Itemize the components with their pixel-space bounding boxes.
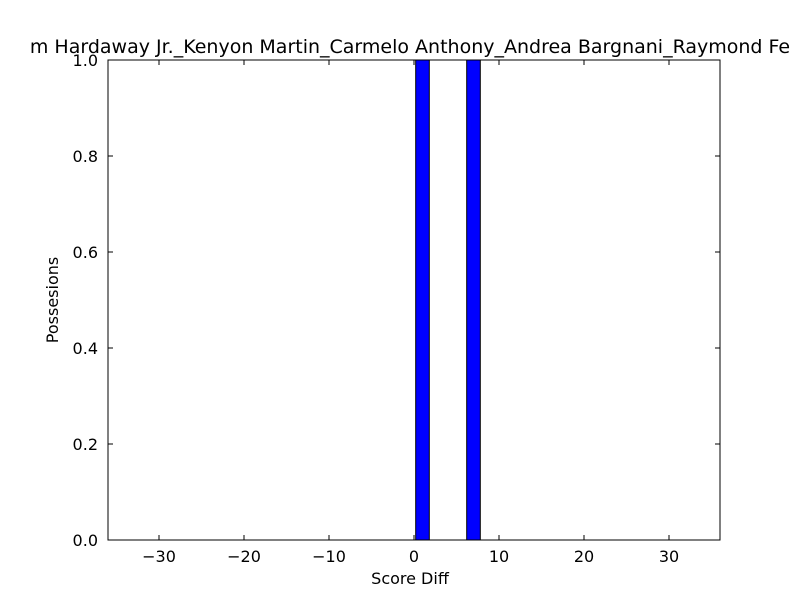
plot-frame <box>107 59 721 541</box>
y-tick-label: 0.0 <box>73 531 98 550</box>
bars-group <box>415 59 481 541</box>
bar-0 <box>415 59 430 541</box>
x-tick-label: −20 <box>227 547 261 566</box>
y-tick-label: 0.6 <box>73 243 98 262</box>
x-tick-label: −10 <box>312 547 346 566</box>
y-tick-label: 0.2 <box>73 435 98 454</box>
x-axis-label: Score Diff <box>371 569 450 588</box>
y-tick-label: 0.8 <box>73 147 98 166</box>
chart-title: m Hardaway Jr._Kenyon Martin_Carmelo Ant… <box>30 36 790 58</box>
x-tick-label: −30 <box>142 547 176 566</box>
x-tick-label: 0 <box>409 547 419 566</box>
y-tick-label: 1.0 <box>73 51 98 70</box>
x-tick-label: 20 <box>574 547 594 566</box>
y-axis-label: Possesions <box>43 257 62 343</box>
y-tick-label: 0.4 <box>73 339 98 358</box>
x-axis: −30 −20 −10 0 10 20 30 <box>142 60 679 566</box>
y-axis: 0.0 0.2 0.4 0.6 0.8 1.0 <box>73 51 720 550</box>
x-tick-label: 30 <box>659 547 679 566</box>
bar-1 <box>466 59 481 541</box>
x-tick-label: 10 <box>489 547 509 566</box>
